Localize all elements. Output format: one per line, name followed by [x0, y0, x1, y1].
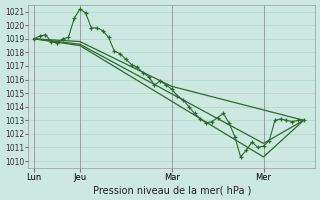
X-axis label: Pression niveau de la mer( hPa ): Pression niveau de la mer( hPa ) — [92, 185, 251, 195]
